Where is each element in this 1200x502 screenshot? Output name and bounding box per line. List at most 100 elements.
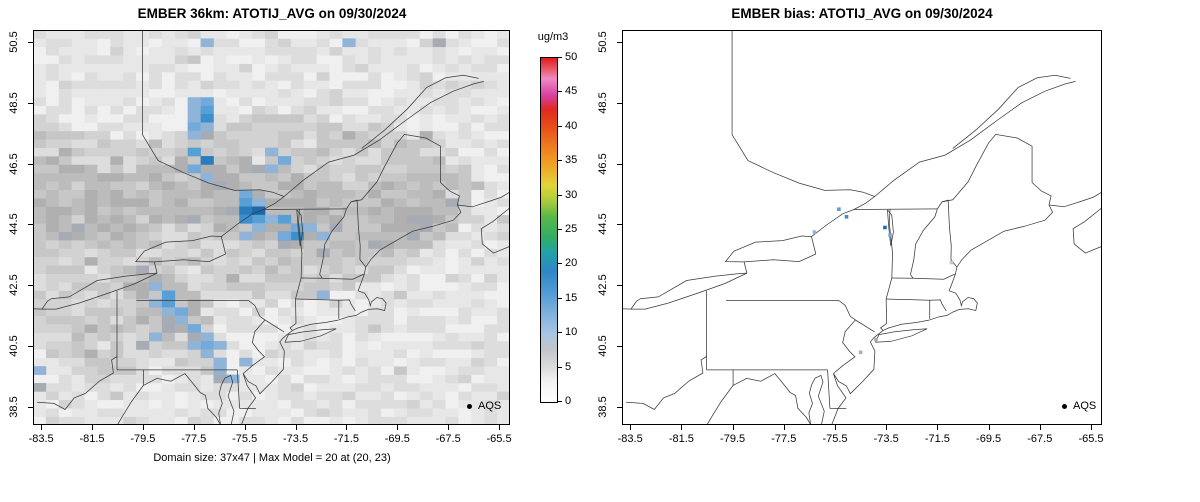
colorbar-tick [558,91,562,93]
x-tick-label: -71.5 [924,433,950,445]
boundary-line [885,277,893,300]
colorbar [540,57,558,403]
boundary-line [626,356,707,410]
boundary-line [301,273,364,280]
boundary-line [937,133,1052,210]
x-axis-tick [630,425,632,430]
y-tick-label: 48.5 [8,92,20,114]
y-tick-label: 50.5 [597,31,609,53]
y-tick-label: 42.5 [8,274,20,297]
colorbar-tick-label: 25 [565,223,578,235]
x-axis-tick [886,425,888,430]
boundary-line [827,369,847,409]
boundary-line [724,235,817,263]
x-axis-tick [448,425,450,430]
x-axis-tick [988,425,990,430]
bias-station-dots-layer [812,207,954,355]
left-plot-subtitle: Domain size: 37x47 | Max Model = 20 at (… [153,452,391,464]
aqs-dot-icon [1062,403,1067,409]
x-tick-label: -71.5 [333,433,359,445]
colorbar-tick [558,125,562,127]
boundary-line [218,374,235,425]
boundary-line [630,272,747,310]
x-tick-label: -73.5 [873,433,899,445]
boundary-line [264,319,285,333]
x-tick-label: -75.5 [822,433,848,445]
x-tick-label: -69.5 [976,433,1002,445]
y-tick-label: 44.5 [8,213,20,236]
boundary-line [153,261,158,274]
boundary-line [241,337,285,425]
x-tick-label: -81.5 [668,433,694,445]
x-tick-label: -77.5 [181,433,207,445]
x-tick-label: -83.5 [617,433,643,445]
colorbar-tick [558,229,562,230]
boundary-line [283,204,462,338]
boundary-line [37,356,118,410]
boundary-line [41,272,158,310]
boundary-line [289,298,297,331]
boundary-line [361,74,479,149]
y-tick-label: 44.5 [597,213,609,236]
boundary-line [891,273,955,280]
bias-station-dot [949,260,954,265]
colorbar-tick [558,332,562,334]
boundary-line [295,298,356,312]
y-axis-tick [28,285,33,287]
y-tick-label: 48.5 [597,92,609,114]
boundary-line [886,298,947,312]
y-axis-tick [28,407,33,409]
y-axis-tick [28,163,33,165]
boundary-line [319,208,347,279]
model-raster-layer [33,30,510,425]
x-tick-label: -67.5 [1027,433,1053,445]
x-tick-label: -77.5 [771,433,797,445]
colorbar-tick [558,57,562,58]
right-plot-title: EMBER bias: ATOTIJ_AVG on 09/30/2024 [731,6,993,21]
boundary-line [283,81,484,197]
colorbar-tick [558,160,562,162]
boundary-line [350,199,367,268]
colorbar-tick-label: 0 [565,395,572,407]
y-axis-tick [617,102,622,104]
boundary-line [143,373,221,425]
x-tick-label: -79.5 [130,433,156,445]
left-map-plot [33,30,510,425]
boundary-line [706,385,734,425]
aqs-dot-icon [467,403,472,409]
boundary-line [480,207,510,254]
y-axis-tick [617,224,622,226]
colorbar-tick-label: 15 [565,291,578,304]
plot-border [33,30,510,425]
right-aqs-legend: AQS [1062,400,1096,412]
state-boundaries-layer [33,30,510,425]
boundary-line [117,385,144,425]
boundary-line [743,261,748,274]
bias-station-dot [858,350,863,355]
y-axis-tick [617,346,622,348]
colorbar-tick-label: 5 [565,360,572,373]
colorbar-tick-label: 45 [565,85,578,98]
boundary-line [887,209,894,246]
state-boundaries-layer [622,30,1102,425]
boundary-line [295,277,302,300]
y-tick-label: 50.5 [8,31,20,53]
x-tick-label: -79.5 [720,433,746,445]
y-axis-tick [617,285,622,287]
right-map-plot [622,30,1102,425]
colorbar-tick [558,263,562,265]
y-axis-tick [617,407,622,409]
bias-station-dot [883,225,887,230]
y-axis-tick [617,163,622,165]
boundary-line [296,209,304,246]
boundary-line [731,30,876,210]
boundary-line [41,272,158,310]
left-aqs-legend: AQS [467,400,501,412]
boundary-line [833,300,857,374]
x-tick-label: -83.5 [28,433,54,445]
boundary-line [242,300,266,374]
colorbar-tick-label: 35 [565,154,578,167]
x-tick-label: -65.5 [1078,433,1104,445]
boundary-line [236,369,256,409]
x-tick-label: -67.5 [435,433,461,445]
